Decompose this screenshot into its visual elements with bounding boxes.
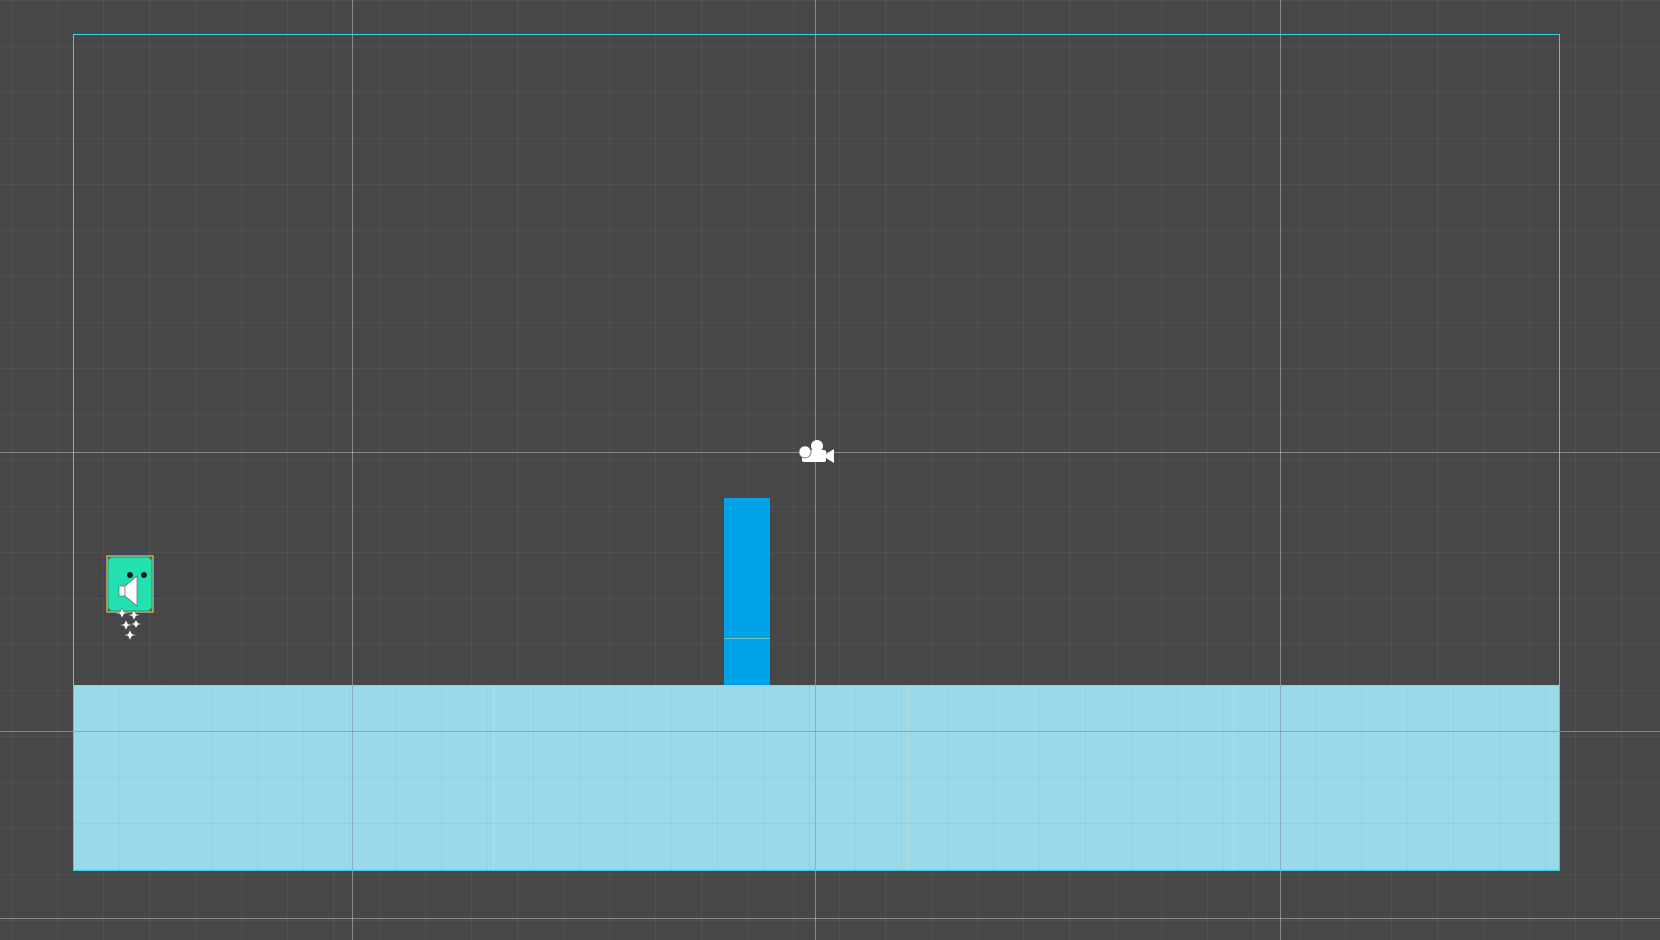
- grid-line-vertical-over-ground: [1280, 685, 1281, 870]
- grid-line-vertical-over-ground: [352, 685, 353, 870]
- tile-seam: [493, 685, 494, 870]
- particle-emitter-icon: [115, 607, 142, 641]
- grid-line-horizontal: [0, 918, 1660, 919]
- grid-line-vertical-origin: [815, 0, 816, 940]
- pillar-seam: [724, 638, 770, 639]
- grid-line-vertical: [1280, 0, 1281, 940]
- camera-gizmo-icon[interactable]: [796, 438, 838, 468]
- tile-seam: [165, 685, 166, 870]
- grid-line-horizontal-over-ground: [73, 731, 1560, 732]
- audio-source-icon: [118, 575, 138, 607]
- tile-seam: [908, 685, 909, 870]
- grid-line-vertical-over-ground: [815, 685, 816, 870]
- grid-line-vertical: [352, 0, 353, 940]
- tile-seam: [1233, 685, 1234, 870]
- blue-pillar[interactable]: [724, 498, 770, 685]
- ground-tilemap[interactable]: [73, 685, 1560, 870]
